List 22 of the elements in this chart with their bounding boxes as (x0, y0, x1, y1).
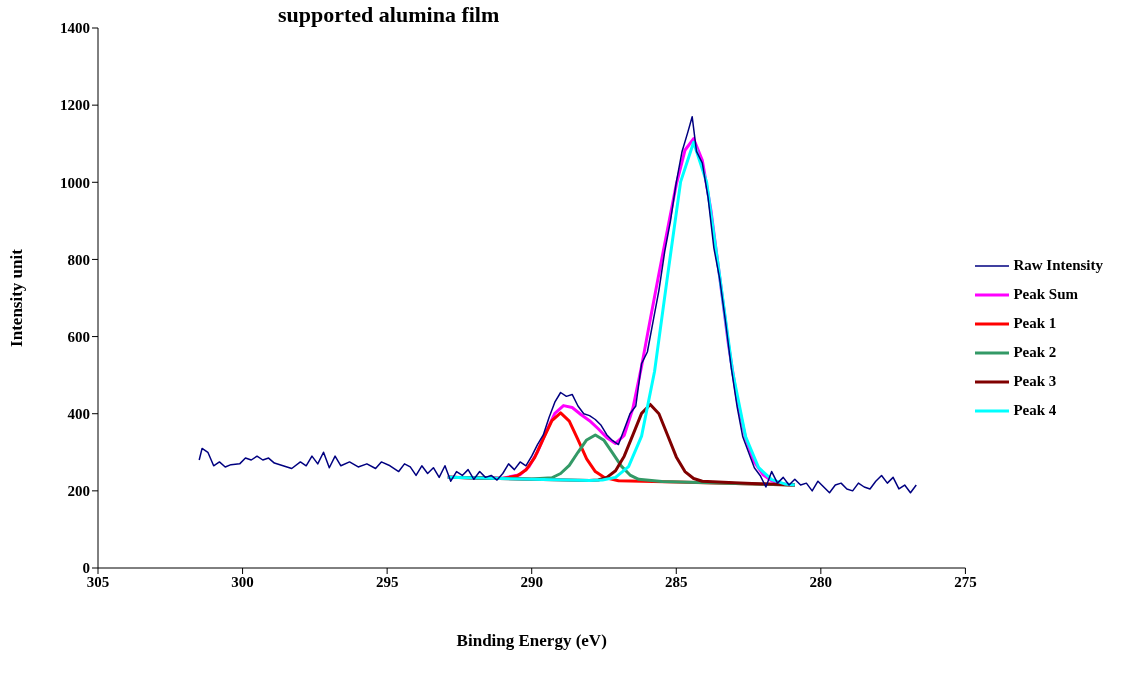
y-tick-label: 200 (67, 483, 90, 500)
x-tick-label: 275 (954, 573, 977, 590)
y-axis-title: Intensity unit (7, 248, 27, 347)
x-tick-label: 300 (231, 573, 254, 590)
y-tick-label: 800 (67, 251, 90, 268)
legend-label: Raw Intensity (1013, 257, 1103, 274)
x-axis-title: Binding Energy (eV) (456, 631, 607, 650)
y-tick-label: 400 (67, 406, 90, 423)
legend-label: Peak 4 (1013, 402, 1057, 419)
legend-label: Peak 3 (1013, 373, 1057, 390)
x-tick-label: 285 (665, 573, 688, 590)
chart-title: supported alumina film (278, 2, 500, 28)
legend-label: Peak Sum (1013, 286, 1078, 303)
y-tick-label: 600 (67, 328, 90, 345)
x-tick-label: 290 (520, 573, 543, 590)
y-tick-label: 1200 (60, 97, 90, 114)
y-tick-label: 1000 (60, 174, 90, 191)
legend-label: Peak 1 (1013, 315, 1057, 332)
x-tick-label: 280 (809, 573, 833, 590)
x-tick-label: 295 (375, 573, 399, 590)
y-tick-label: 1400 (60, 20, 90, 37)
legend-label: Peak 2 (1013, 344, 1057, 361)
